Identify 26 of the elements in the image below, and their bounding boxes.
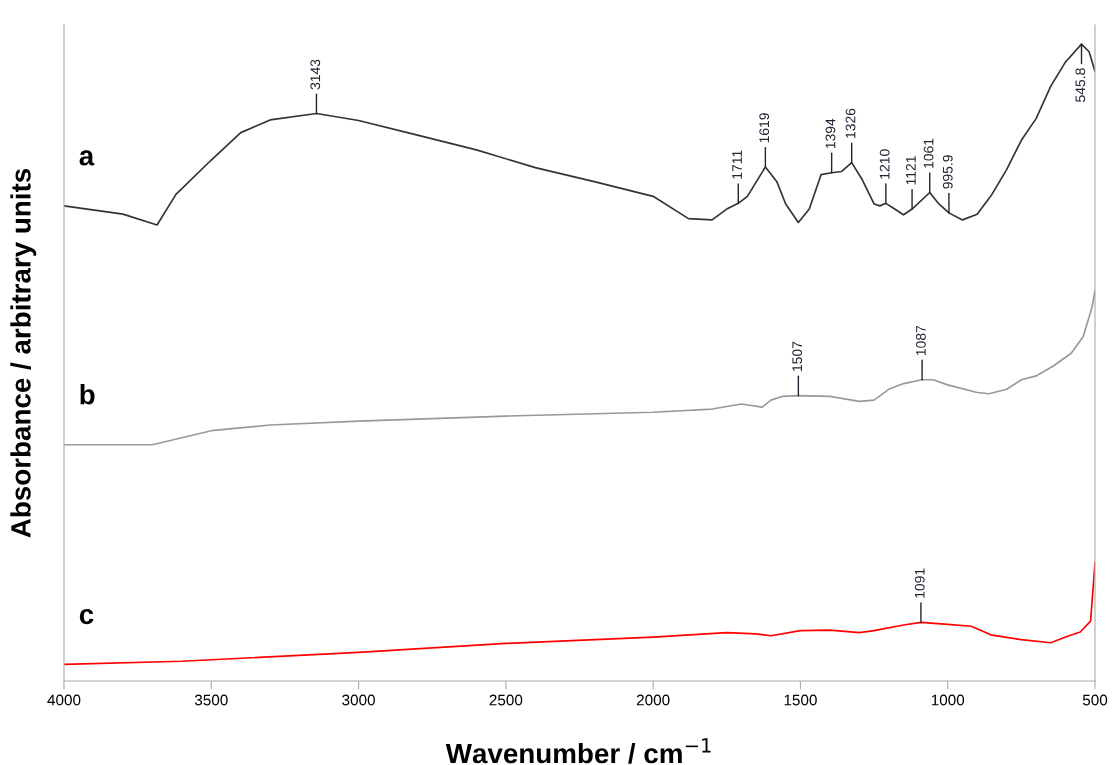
annotation: 1711 xyxy=(732,150,742,179)
x-tick-label: 2500 xyxy=(489,694,523,706)
annotation: 1394 xyxy=(825,118,836,149)
annotation: 1619 xyxy=(759,113,770,143)
annotation: 3143 xyxy=(310,59,321,90)
x-tick-label: 4000 xyxy=(47,694,81,706)
x-tick-label: 500 xyxy=(1082,694,1108,706)
annotation: 1091 xyxy=(914,568,925,598)
annotation: 1507 xyxy=(792,341,803,371)
annotation: 545.8 xyxy=(1075,68,1086,102)
series-label: c xyxy=(79,608,94,625)
annotation: 1061 xyxy=(923,138,934,168)
y-axis-title: Absorbance / arbitrary units xyxy=(10,168,37,538)
annotation: 995.9 xyxy=(942,155,953,189)
x-tick-label: 1000 xyxy=(931,694,965,706)
annotation: 1087 xyxy=(915,325,926,356)
x-tick-label: 3500 xyxy=(194,694,228,706)
series-label: a xyxy=(79,150,95,166)
x-tick-label: 1500 xyxy=(784,694,817,706)
annotation: 1210 xyxy=(879,149,890,179)
series-label: b xyxy=(80,384,95,405)
x-tick-label: 3000 xyxy=(342,694,375,706)
annotation: 1326 xyxy=(845,108,856,138)
x-tick-label: 2000 xyxy=(636,694,670,706)
annotation: 1121 xyxy=(905,156,916,185)
x-axis-title: Wavenumber / cm$^{−1}$ xyxy=(445,738,711,764)
